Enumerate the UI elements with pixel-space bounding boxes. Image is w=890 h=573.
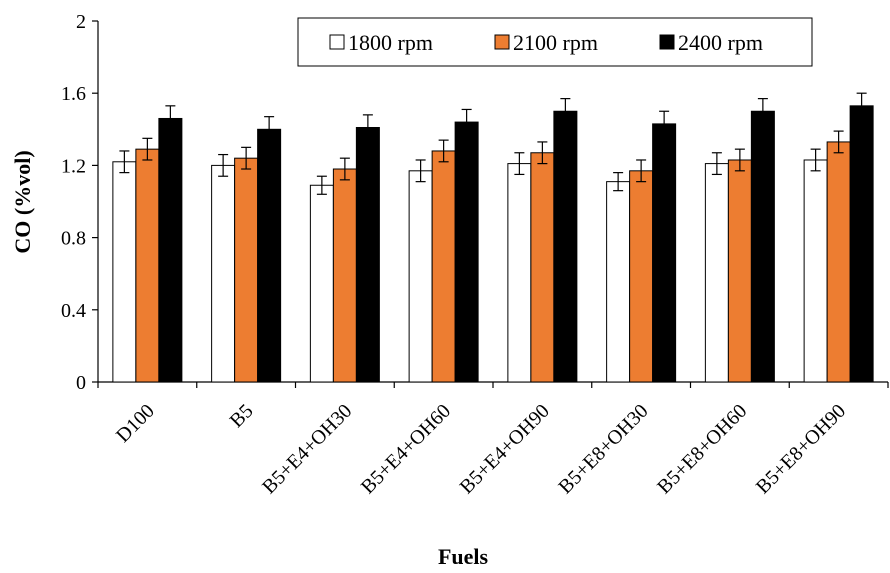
bar bbox=[332, 168, 357, 383]
x-category-label: B5+E4+OH90 bbox=[456, 400, 554, 498]
bar bbox=[309, 184, 334, 383]
bar bbox=[234, 157, 259, 383]
bar bbox=[211, 164, 236, 383]
bar bbox=[507, 163, 532, 383]
bar bbox=[112, 161, 137, 383]
bar bbox=[553, 110, 578, 383]
legend-swatch bbox=[494, 34, 510, 50]
bar bbox=[454, 121, 479, 383]
bar bbox=[629, 170, 654, 383]
bar bbox=[355, 126, 380, 383]
bar bbox=[826, 141, 851, 383]
x-category-label: B5+E8+OH90 bbox=[752, 400, 850, 498]
x-category-label: B5+E8+OH60 bbox=[653, 400, 751, 498]
x-category-label: D100 bbox=[112, 400, 159, 447]
bar bbox=[135, 148, 160, 383]
bar bbox=[750, 110, 775, 383]
bar bbox=[158, 117, 183, 383]
x-category-label: B5 bbox=[226, 400, 258, 432]
y-tick-label: 1.2 bbox=[61, 155, 86, 177]
legend-swatch bbox=[659, 34, 675, 50]
x-axis-categories: D100 B5 B5+E4+OH30 B5+E4+OH60 B5+E4+OH90 B5+E… bbox=[112, 400, 850, 498]
legend-label: 2100 rpm bbox=[513, 30, 598, 55]
x-category-label: B5+E4+OH60 bbox=[357, 400, 455, 498]
y-tick-label: 0.4 bbox=[61, 300, 86, 322]
legend-label: 1800 rpm bbox=[348, 30, 433, 55]
y-axis-title: CO (%vol) bbox=[10, 150, 35, 253]
legend-box bbox=[297, 17, 813, 67]
y-tick-label: 0.8 bbox=[61, 228, 86, 250]
legend-label: 2400 rpm bbox=[678, 30, 763, 55]
bar bbox=[704, 163, 729, 383]
bar bbox=[431, 150, 456, 383]
bar bbox=[257, 128, 282, 383]
y-tick-label: 2 bbox=[76, 11, 86, 33]
legend-swatch bbox=[329, 34, 345, 50]
x-axis-title: Fuels bbox=[438, 544, 489, 569]
x-category-label: B5+E4+OH30 bbox=[258, 400, 356, 498]
bar bbox=[803, 159, 828, 383]
x-category-label: B5+E8+OH30 bbox=[554, 400, 652, 498]
bar bbox=[530, 152, 555, 383]
y-axis-ticks: 0 0.4 0.8 1.2 1.6 2 bbox=[61, 11, 98, 394]
y-tick-label: 0 bbox=[76, 372, 86, 394]
bar bbox=[606, 181, 631, 383]
bar bbox=[849, 105, 874, 383]
legend: 1800 rpm 2100 rpm 2400 rpm bbox=[297, 17, 813, 67]
plot-area bbox=[97, 21, 889, 388]
bar bbox=[408, 170, 433, 383]
bar bbox=[727, 159, 752, 383]
bar bbox=[652, 123, 677, 383]
y-tick-label: 1.6 bbox=[61, 83, 86, 105]
